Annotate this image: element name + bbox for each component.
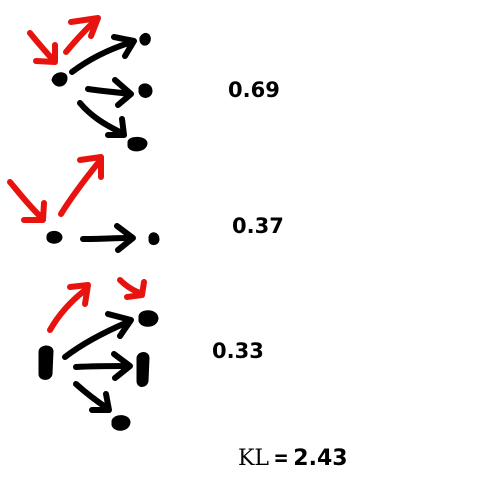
graph-2-node-right <box>148 232 160 246</box>
graph-1-arrow-to-bottom <box>77 100 127 138</box>
graph-3-red-arrow-left <box>47 282 91 333</box>
graph-1 <box>27 15 153 152</box>
kl-label: KL <box>238 446 270 471</box>
graph-1-node-source <box>51 72 68 87</box>
graph-3-arrow-to-middle <box>73 351 133 381</box>
graph-1-node-top <box>139 32 151 46</box>
kl-equals-sign: = <box>274 446 288 471</box>
graph-3-node-top <box>138 310 159 327</box>
graph-3-arrow-to-bottom <box>73 381 112 413</box>
graph-2 <box>7 154 160 253</box>
graph-3-node-left <box>38 345 54 380</box>
kl-value: 2.43 <box>293 446 348 471</box>
score-row-3: 0.33 <box>212 339 264 363</box>
graph-1-node-middle <box>138 83 153 98</box>
graph-2-node-left <box>46 230 63 244</box>
graph-2-arrow-black <box>80 223 136 253</box>
score-row-1: 0.69 <box>228 78 280 102</box>
kl-summary: KL = 2.43 <box>238 447 348 470</box>
graph-2-red-arrow-left <box>7 179 47 223</box>
graph-2-red-arrow-right <box>58 154 104 217</box>
graph-3-node-bottom <box>111 415 131 431</box>
graph-3-red-arrow-right <box>117 277 147 300</box>
graph-3-arrow-to-top <box>62 311 134 360</box>
graph-3 <box>38 277 159 431</box>
score-row-2: 0.37 <box>232 214 284 238</box>
graph-1-red-arrow-right <box>63 15 101 55</box>
graph-1-arrow-to-top <box>69 34 137 75</box>
graph-1-node-bottom <box>127 136 148 152</box>
graph-1-red-arrow-left <box>27 30 58 65</box>
graph-1-arrow-to-middle <box>85 77 134 108</box>
graph-3-node-middle <box>136 352 150 387</box>
